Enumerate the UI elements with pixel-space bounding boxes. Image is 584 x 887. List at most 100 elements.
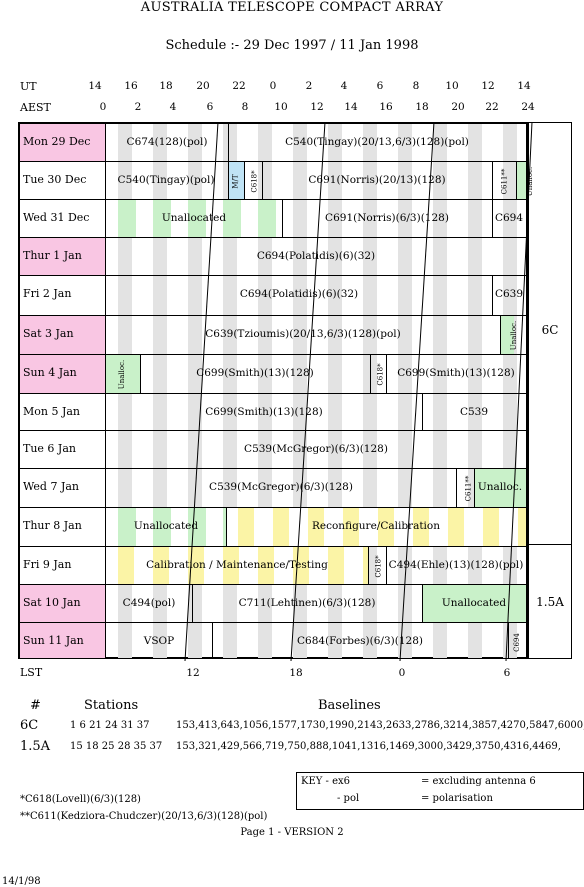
schedule-block: C699(Smith)(13)(128) [106,394,422,430]
day-timeline: Unalloc. C699(Smith)(13)(128) C618* C699(Sm… [106,355,526,393]
block-separator [228,162,229,199]
block-label: Reconfigure/Calibration [311,520,440,532]
aest-label: AEST [20,101,51,114]
stations-15a: 15 18 25 28 35 37 [70,741,163,752]
ut-label: UT [20,80,37,93]
day-label: Fri 2 Jan [20,276,106,315]
aest-tick: 4 [169,101,177,113]
schedule-block: C694 [492,200,526,237]
baselines-header: Baselines [318,698,381,713]
block-label: Unallocated [133,520,199,532]
block-label: Unalloc. [510,320,519,351]
config-15a-label: 1.5A [536,595,564,609]
block-label: Unallocated [161,212,227,224]
day-timeline: C540(Tingay)(pol) M/T C618* C691(Norris)(20… [106,162,534,199]
config-6c-box: 6C [528,122,572,545]
aest-tick: 14 [344,101,358,113]
block-label: Unalloc. [118,359,127,390]
block-separator [456,469,457,507]
block-label: C694 [494,212,524,224]
block-separator [244,162,245,199]
block-separator [500,316,501,354]
key-pol: - pol [337,793,360,804]
day-label: Sun 11 Jan [20,623,106,658]
schedule-grid: Mon 29 Dec C674(128)(pol) C540(Tingay)(20/… [18,122,534,659]
aest-tick: 12 [310,101,324,113]
aest-tick: 16 [379,101,393,113]
ut-tick: 8 [412,80,420,92]
day-timeline: C674(128)(pol) C540(Tingay)(20/13,6/3)(12… [106,124,526,161]
block-separator [492,200,493,237]
block-separator [140,355,141,393]
schedule-block: C539(McGregor)(6/3)(128) [106,469,456,507]
block-label: C540(Tingay)(20/13,6/3)(128)(pol) [285,136,469,148]
block-separator [508,623,509,658]
schedule-block: C694(Polatidis)(6)(32) [106,276,492,315]
day-timeline: C694(Polatidis)(6)(32) [106,238,526,275]
block-label: C539(McGregor)(6/3)(128) [209,481,353,493]
schedule-row: Mon 5 Jan C699(Smith)(13)(128) C539 [20,394,526,431]
schedule-block: Calibration / Maintenance/Testing [106,547,368,584]
schedule-row: Sun 11 Jan VSOP C684(Forbes)(6/3)(128) C694 [20,623,526,659]
page-title: AUSTRALIA TELESCOPE COMPACT ARRAY [140,0,444,15]
block-separator [422,394,423,430]
block-separator [212,623,213,658]
schedule-block: Unalloc. [106,355,140,393]
block-label: C694(Polatidis)(6)(32) [239,288,359,300]
config-15a-box: 1.5A [528,544,572,659]
block-label: C699(Smith)(13)(128) [397,367,515,379]
schedule-block: C694(Polatidis)(6)(32) [106,238,526,275]
schedule-row: Sun 4 Jan Unalloc. C699(Smith)(13)(128) C61… [20,355,526,394]
block-separator [386,355,387,393]
block-label: C691(Norris)(6/3)(128) [325,212,449,224]
schedule-block: C539 [422,394,526,430]
ut-tick: 18 [159,80,173,92]
schedule-block: Unalloc. [474,469,526,507]
print-date: 14/1/98 [2,876,41,887]
lst-tick: 6 [503,667,511,679]
ut-tick: 22 [232,80,246,92]
ut-tick: 2 [305,80,313,92]
ut-tick: 0 [269,80,277,92]
key-ex6-desc: = excluding antenna 6 [421,776,536,787]
ut-tick: 4 [340,80,348,92]
block-label: C539(McGregor)(6/3)(128) [244,443,388,455]
block-label: C699(Smith)(13)(128) [196,367,314,379]
baselines-6c: 153,413,643,1056,1577,1730,1990,2143,263… [176,720,584,731]
schedule-row: Mon 29 Dec C674(128)(pol) C540(Tingay)(20/… [20,124,526,162]
block-label: C611** [500,168,509,195]
aest-tick: 0 [99,101,107,113]
block-label: Unallocated [441,597,507,609]
block-separator [492,162,493,199]
block-separator [516,162,517,199]
day-timeline: C539(McGregor)(6/3)(128) C611** Unalloc. [106,469,526,507]
schedule-row: Sat 3 Jan C639(Tzioumis)(20/13,6/3)(128)(… [20,316,526,355]
day-label: Sat 3 Jan [20,316,106,354]
footnote-1: *C618(Lovell)(6/3)(128) [20,794,141,805]
schedule-block: Unalloc. [500,316,518,354]
schedule-block: C494(pol) [106,585,192,622]
schedule-row: Tue 30 Dec C540(Tingay)(pol) M/T C618* C691(… [20,162,534,200]
key-box: KEY - ex6 = excluding antenna 6 - pol = … [296,772,584,810]
schedule-row: Thur 1 Jan C694(Polatidis)(6)(32) [20,238,526,276]
block-label: C639(Tzioumis)(20/13,6/3)(128)(pol) [205,328,401,340]
day-label: Tue 30 Dec [20,162,106,199]
day-timeline: Unallocated Reconfigure/Calibration [106,508,526,546]
schedule-block: Unalloc. [516,162,534,199]
schedule-block: C540(Tingay)(pol) [106,162,226,199]
ut-tick: 14 [88,80,102,92]
schedule-block: Unallocated [106,200,282,237]
lst-tick: 12 [186,667,200,679]
schedule-block: C540(Tingay)(20/13,6/3)(128)(pol) [228,124,526,161]
lst-tick: 0 [398,667,406,679]
schedule-block: C639(Tzioumis)(20/13,6/3)(128)(pol) [106,316,500,354]
ut-tick: 12 [481,80,495,92]
block-label: C540(Tingay)(pol) [117,174,215,186]
day-label: Thur 8 Jan [20,508,106,546]
aest-tick: 18 [415,101,429,113]
stations-header: Stations [84,698,139,713]
day-timeline: Calibration / Maintenance/Testing C618* C4… [106,547,526,584]
aest-tick: 6 [206,101,214,113]
block-separator [228,124,229,161]
baselines-15a: 153,321,429,566,719,750,888,1041,1316,14… [176,741,561,752]
